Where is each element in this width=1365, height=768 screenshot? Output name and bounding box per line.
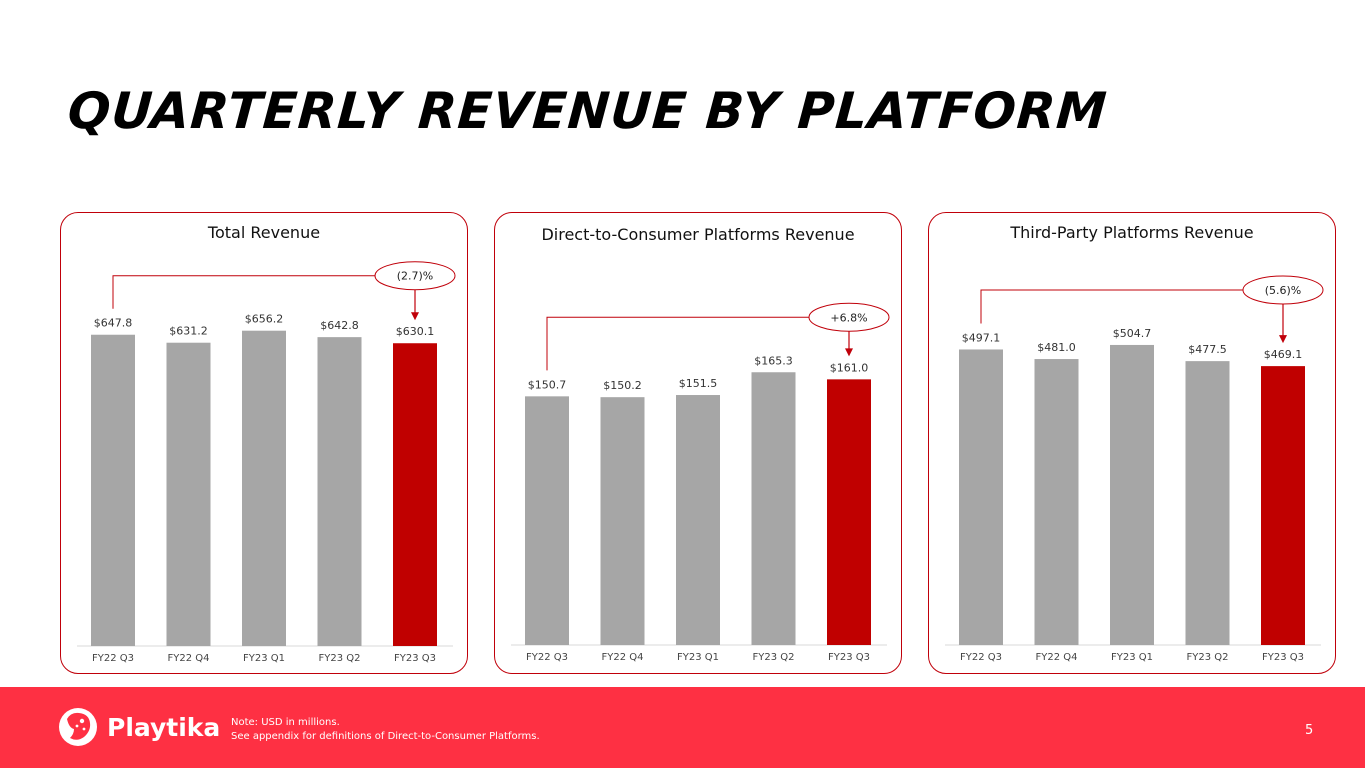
- panel-total-revenue: Total Revenue $647.8 FY22 Q3 $631.2 FY22 Q4…: [60, 212, 468, 674]
- tick-label: FY22 Q3: [92, 653, 134, 664]
- bar: [959, 349, 1003, 645]
- panel-dtc-revenue: Direct-to-Consumer Platforms Revenue $15…: [494, 212, 902, 674]
- bar: [1110, 344, 1154, 645]
- note-line: Note: USD in millions.: [231, 717, 340, 728]
- data-label: $150.7: [528, 378, 567, 391]
- change-connector: [980, 289, 1243, 324]
- tick-label: FY22 Q3: [526, 652, 568, 663]
- tick-label: FY23 Q3: [828, 652, 870, 663]
- page-number: 5: [1305, 723, 1314, 738]
- change-label: (5.6)%: [1265, 284, 1302, 297]
- data-label: $150.2: [603, 379, 642, 392]
- data-label: $642.8: [320, 319, 359, 332]
- tick-label: FY23 Q2: [1187, 652, 1229, 663]
- logo-text: Playtika: [107, 712, 221, 742]
- data-label: $481.0: [1037, 341, 1076, 354]
- page-title: QUARTERLY REVENUE BY PLATFORM: [65, 82, 1110, 140]
- data-label: $656.2: [245, 313, 284, 326]
- bar: [166, 342, 211, 646]
- bar: [827, 379, 871, 645]
- tick-label: FY22 Q4: [602, 652, 644, 663]
- data-label: $161.0: [830, 361, 869, 374]
- panel-third-party-revenue: Third-Party Platforms Revenue $497.1 FY22…: [928, 212, 1336, 674]
- data-label: $165.3: [754, 354, 793, 367]
- data-label: $647.8: [94, 317, 133, 330]
- change-label: (2.7)%: [397, 270, 434, 283]
- tick-label: FY22 Q4: [1036, 652, 1078, 663]
- tick-label: FY23 Q2: [319, 653, 361, 664]
- bar: [242, 330, 286, 646]
- footer-bar: Playtika Note: USD in millions. See appe…: [0, 687, 1365, 768]
- bar: [676, 395, 720, 645]
- bar: [91, 334, 135, 646]
- note-line: See appendix for definitions of Direct-t…: [231, 731, 540, 742]
- change-connector: [546, 316, 809, 371]
- footnote: Note: USD in millions. See appendix for …: [231, 716, 540, 744]
- arrow-down-icon: [411, 312, 419, 321]
- tick-label: FY23 Q2: [753, 652, 795, 663]
- change-connector: [112, 275, 375, 309]
- data-label: $469.1: [1264, 348, 1303, 361]
- chart-title: Total Revenue: [207, 223, 321, 242]
- bar: [393, 343, 437, 646]
- data-label: $151.5: [679, 377, 718, 390]
- data-label: $631.2: [169, 325, 208, 338]
- playtika-logo: Playtika: [57, 706, 220, 748]
- chart-title: Direct-to-Consumer Platforms Revenue: [541, 225, 855, 244]
- tick-label: FY23 Q3: [394, 653, 436, 664]
- arrow-down-icon: [1279, 335, 1287, 344]
- bar: [317, 337, 362, 646]
- data-label: $504.7: [1113, 327, 1152, 340]
- tick-label: FY23 Q1: [1111, 652, 1153, 663]
- chart-total-revenue: $647.8 FY22 Q3 $631.2 FY22 Q4 $656.2 FY23 Q1 $…: [77, 261, 456, 664]
- bar: [1185, 361, 1230, 645]
- bar: [1261, 366, 1305, 645]
- chart-dtc-revenue: $150.7 FY22 Q3 $150.2 FY22 Q4 $151.5 FY23 Q1 $…: [511, 302, 890, 663]
- data-label: $477.5: [1188, 343, 1227, 356]
- change-bubble: [374, 261, 456, 291]
- tick-label: FY23 Q1: [243, 653, 285, 664]
- chart-title: Third-Party Platforms Revenue: [1010, 223, 1254, 242]
- cheetah-icon: [59, 708, 97, 746]
- bar: [600, 397, 645, 645]
- tick-label: FY23 Q3: [1262, 652, 1304, 663]
- tick-label: FY23 Q1: [677, 652, 719, 663]
- chart-third-party-revenue: $497.1 FY22 Q3 $481.0 FY22 Q4 $504.7 FY23 Q1 $…: [945, 275, 1324, 663]
- arrow-down-icon: [845, 348, 853, 357]
- data-label: $497.1: [962, 331, 1001, 344]
- bar: [751, 372, 796, 645]
- bar: [1034, 359, 1079, 645]
- tick-label: FY22 Q4: [168, 653, 210, 664]
- tick-label: FY22 Q3: [960, 652, 1002, 663]
- bar: [525, 396, 569, 645]
- change-label: +6.8%: [830, 311, 867, 324]
- data-label: $630.1: [396, 325, 435, 338]
- change-bubble: [1242, 275, 1324, 305]
